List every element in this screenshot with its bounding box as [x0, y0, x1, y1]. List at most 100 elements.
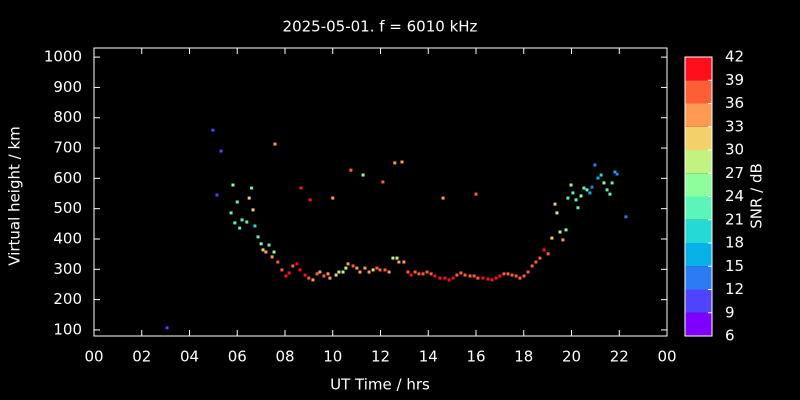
point — [615, 172, 619, 176]
point — [276, 260, 280, 264]
point — [542, 248, 546, 252]
colorbar-band — [685, 126, 712, 150]
point — [259, 242, 263, 246]
point — [303, 273, 307, 277]
colorbar-band — [685, 103, 712, 127]
colorbar-band — [685, 266, 712, 290]
point — [624, 215, 628, 219]
point — [383, 268, 387, 272]
point — [165, 326, 169, 330]
point — [451, 276, 455, 280]
point — [315, 272, 319, 276]
colorbar-tick-label: 24 — [725, 187, 744, 205]
point — [363, 266, 367, 270]
point — [229, 211, 233, 215]
point — [381, 180, 385, 184]
point — [307, 276, 311, 280]
colorbar-band — [685, 80, 712, 104]
y-tick-label: 300 — [53, 260, 82, 278]
point — [546, 252, 550, 256]
point — [514, 274, 518, 278]
colorbar-band — [685, 289, 712, 313]
point — [558, 230, 562, 234]
colorbar-tick-label: 30 — [725, 141, 744, 159]
point — [298, 268, 302, 272]
point — [337, 270, 341, 274]
point — [438, 276, 442, 280]
y-tick-label: 500 — [53, 199, 82, 217]
point — [264, 250, 268, 254]
colorbar-tick-label: 9 — [725, 303, 735, 321]
point — [566, 196, 570, 200]
y-tick-label: 800 — [53, 108, 82, 126]
point — [346, 262, 350, 266]
point — [506, 272, 510, 276]
point — [455, 273, 459, 277]
point — [326, 272, 330, 276]
point — [555, 211, 559, 215]
point — [599, 173, 603, 177]
point — [355, 266, 359, 270]
point — [530, 264, 534, 268]
point — [585, 188, 589, 192]
x-tick-label: 04 — [180, 348, 199, 366]
point — [534, 260, 538, 264]
x-tick-label: 14 — [419, 348, 438, 366]
x-tick-label: 22 — [610, 348, 629, 366]
point — [463, 273, 467, 277]
point — [341, 270, 345, 274]
point — [391, 256, 395, 260]
y-tick-label: 400 — [53, 229, 82, 247]
colorbar-band — [685, 196, 712, 220]
colorbar-band — [685, 219, 712, 243]
point — [334, 273, 338, 277]
point — [417, 272, 421, 276]
point — [272, 250, 276, 254]
point — [247, 196, 251, 200]
x-tick-label: 12 — [371, 348, 390, 366]
point — [486, 277, 490, 281]
point — [308, 198, 312, 202]
point — [605, 188, 609, 192]
colorbar-tick-label: 33 — [725, 117, 744, 135]
point — [349, 168, 353, 172]
y-tick-label: 100 — [53, 320, 82, 338]
point — [267, 243, 271, 247]
point — [393, 161, 397, 165]
point — [459, 271, 463, 275]
point — [510, 273, 514, 277]
point — [502, 272, 506, 276]
point — [238, 226, 242, 230]
point — [550, 236, 554, 240]
point — [518, 276, 522, 280]
colorbar-band — [685, 150, 712, 174]
point — [291, 264, 295, 268]
colorbar-tick-label: 12 — [725, 280, 744, 298]
point — [245, 220, 249, 224]
colorbar-tick-label: 6 — [725, 327, 735, 345]
x-tick-label: 06 — [228, 348, 247, 366]
point — [331, 196, 335, 200]
point — [240, 218, 244, 222]
x-tick-label: 08 — [275, 348, 294, 366]
point — [400, 160, 404, 164]
point — [395, 256, 399, 260]
x-axis-label: UT Time / hrs — [330, 376, 430, 394]
colorbar-tick-label: 18 — [725, 234, 744, 252]
point — [522, 274, 526, 278]
y-tick-label: 900 — [53, 78, 82, 96]
point — [299, 186, 303, 190]
colorbar-tick-label: 36 — [725, 94, 744, 112]
point — [498, 274, 502, 278]
point — [571, 191, 575, 195]
point — [425, 270, 429, 274]
point — [443, 276, 447, 280]
point — [233, 221, 237, 225]
point — [610, 181, 614, 185]
point — [576, 206, 580, 210]
point — [409, 273, 413, 277]
point — [328, 276, 332, 280]
point — [441, 196, 445, 200]
point — [590, 185, 594, 189]
